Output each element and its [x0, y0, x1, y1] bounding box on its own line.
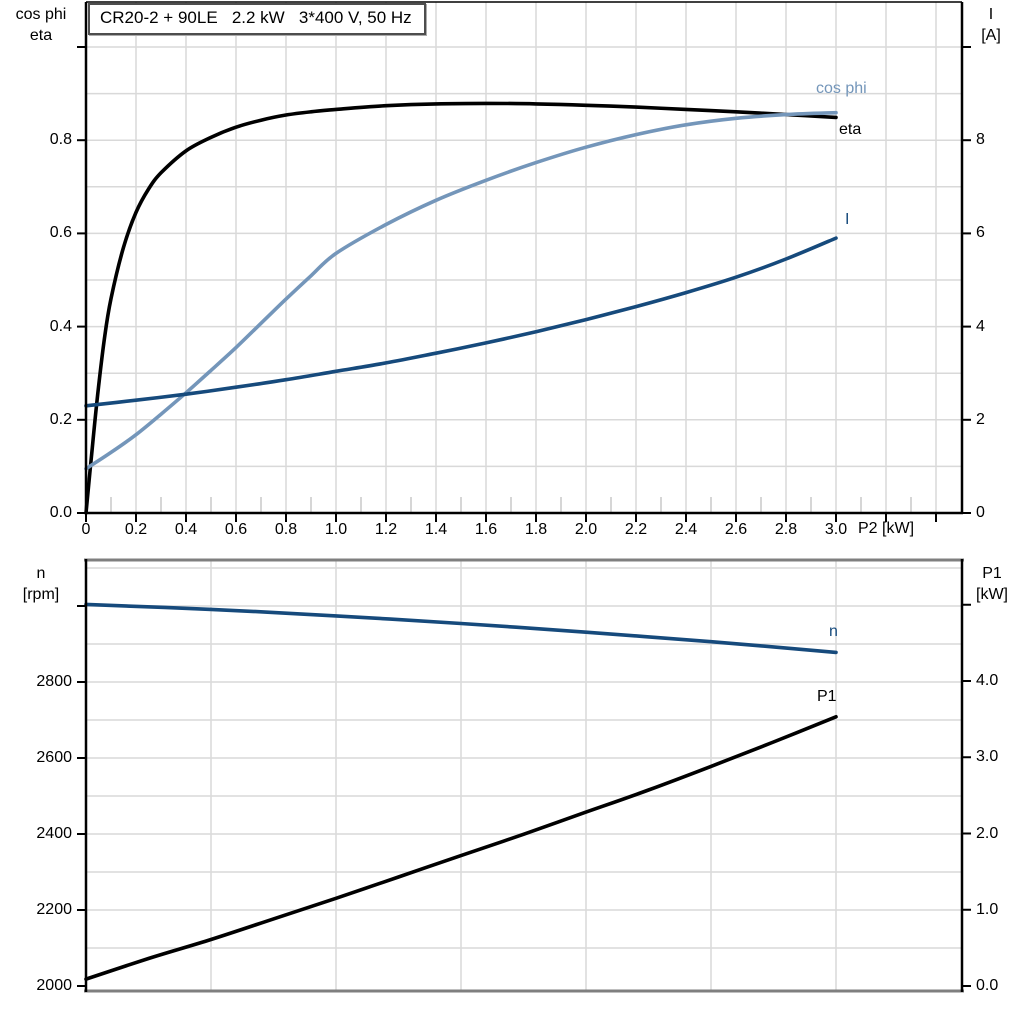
- tick-label-eta-0.6: 0.6: [49, 224, 72, 242]
- axis-label-n: n: [36, 565, 46, 582]
- curve-label-cos-phi: cos phi: [816, 80, 867, 97]
- curve-label-current: I: [845, 211, 850, 228]
- tick-label-eta-0: 0.0: [49, 504, 72, 521]
- top-left-axis-label: cos phi eta: [0, 4, 82, 46]
- axis-label-eta: eta: [29, 27, 53, 44]
- tick-label-eta-0.2: 0.2: [49, 410, 72, 428]
- tick-label-amps-0: 0: [976, 504, 985, 521]
- tick-label-rpm-2200: 2200: [36, 901, 72, 918]
- tick-label-rpm-2600: 2600: [36, 749, 72, 766]
- axis-label-rpm-unit: [rpm]: [22, 586, 60, 603]
- x-axis-label: P2 [kW]: [858, 520, 915, 537]
- tick-label-p2-2.2: 2.2: [624, 521, 648, 538]
- bottom-right-axis-label: P1 [kW]: [962, 563, 1022, 605]
- axis-label-p1: P1: [982, 565, 1002, 582]
- tick-label-eta-0.8: 0.8: [49, 131, 72, 149]
- tick-label-p2-0.2: 0.2: [124, 521, 148, 538]
- tick-label-p1-2: 2.0: [976, 824, 999, 842]
- chart-title-box: CR20-2 + 90LE 2.2 kW 3*400 V, 50 Hz: [88, 3, 426, 35]
- tick-label-p1-3: 3.0: [976, 748, 999, 766]
- tick-label-p1-1: 1.0: [976, 900, 999, 918]
- tick-label-p2-0: 0: [81, 521, 91, 538]
- tick-label-p2-1.2: 1.2: [374, 521, 398, 538]
- tick-label-rpm-2000: 2000: [36, 977, 72, 994]
- tick-label-p2-0.4: 0.4: [174, 521, 198, 538]
- axis-label-kw-unit: [kW]: [976, 586, 1008, 603]
- bottom-left-axis-label: n [rpm]: [0, 563, 82, 605]
- tick-label-p2-0.8: 0.8: [274, 521, 298, 538]
- tick-label-p1-4: 4.0: [976, 672, 999, 689]
- tick-label-amps-4: 4: [976, 317, 985, 335]
- tick-label-p2-1.4: 1.4: [424, 521, 448, 538]
- tick-label-p2-2: 2.0: [574, 521, 598, 538]
- tick-label-p2-1.8: 1.8: [524, 521, 548, 538]
- tick-label-rpm-2400: 2400: [36, 825, 72, 842]
- curve-label-p1: P1: [817, 688, 837, 705]
- axis-label-current: I: [988, 6, 994, 23]
- tick-label-p2-2.8: 2.8: [774, 521, 798, 538]
- axis-label-amps-unit: [A]: [981, 27, 1001, 44]
- tick-label-p2-2.6: 2.6: [724, 521, 748, 538]
- tick-label-p2-2.4: 2.4: [674, 521, 698, 538]
- tick-label-amps-2: 2: [976, 410, 985, 428]
- tick-label-eta-0.4: 0.4: [49, 317, 72, 335]
- tick-label-rpm-2800: 2800: [36, 673, 72, 690]
- tick-label-amps-6: 6: [976, 224, 985, 242]
- curve-label-eta: eta: [839, 121, 862, 138]
- tick-label-p2-0.6: 0.6: [224, 521, 248, 538]
- tick-label-p2-3: 3.0: [824, 521, 848, 538]
- curve-label-n: n: [829, 623, 838, 640]
- tick-label-p2-1: 1.0: [324, 521, 348, 538]
- tick-label-amps-8: 8: [976, 131, 985, 149]
- tick-label-p1-0: 0.0: [976, 977, 999, 994]
- axis-label-cos-phi: cos phi: [15, 6, 67, 23]
- tick-label-p2-1.6: 1.6: [474, 521, 498, 538]
- top-right-axis-label: I [A]: [962, 4, 1020, 46]
